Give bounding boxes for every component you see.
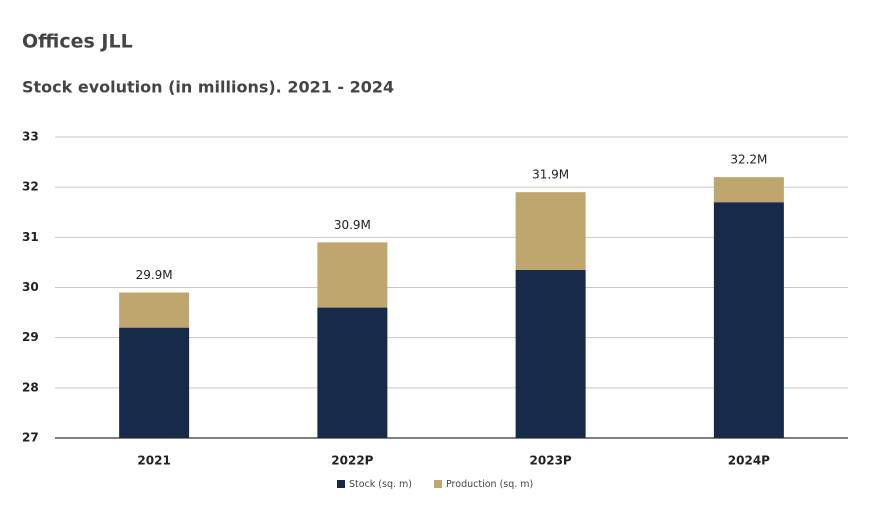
x-tick-label: 2024P [728, 454, 770, 468]
legend-label: Production (sq. m) [446, 479, 533, 490]
total-label: 32.2M [730, 153, 767, 167]
bar-segment [119, 327, 190, 438]
bar-segment [317, 307, 388, 438]
y-tick-label: 29 [22, 330, 39, 344]
y-tick-label: 27 [22, 431, 39, 445]
y-tick-label: 28 [22, 380, 39, 394]
total-label: 31.9M [532, 168, 569, 182]
bar-segment [515, 269, 586, 438]
total-label: 30.9M [334, 218, 371, 232]
bar-segment [713, 202, 784, 438]
y-tick-label: 30 [22, 280, 39, 294]
x-tick-label: 2021 [137, 454, 170, 468]
bar-segment [317, 242, 388, 308]
chart-title: Offices JLL [22, 31, 133, 53]
bar-segment [119, 292, 190, 328]
legend-swatch [434, 480, 442, 488]
y-tick-label: 32 [22, 180, 39, 194]
y-tick-label: 31 [22, 230, 39, 244]
y-tick-label: 33 [22, 130, 39, 144]
x-tick-label: 2023P [530, 454, 572, 468]
bar-segment [713, 177, 784, 203]
chart-subtitle: Stock evolution (in millions). 2021 - 20… [22, 78, 394, 97]
legend-swatch [337, 480, 345, 488]
bar-segment [515, 192, 586, 270]
legend-label: Stock (sq. m) [349, 479, 412, 490]
x-tick-label: 2022P [331, 454, 373, 468]
total-label: 29.9M [136, 268, 173, 282]
